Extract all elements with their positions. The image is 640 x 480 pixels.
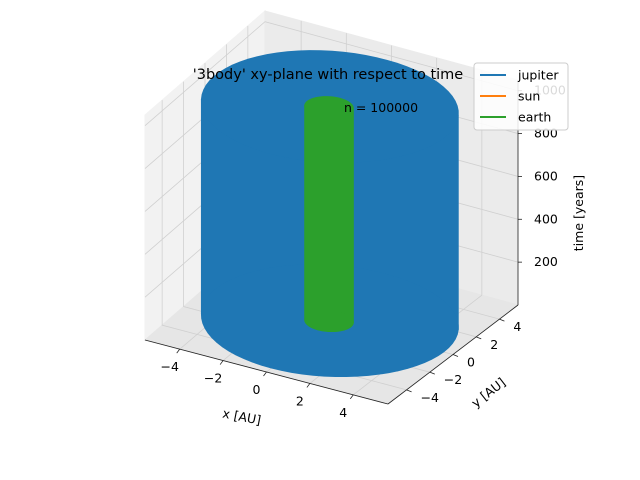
y-axis-label: y [AU] bbox=[468, 375, 508, 411]
y-tick-mark bbox=[499, 318, 505, 322]
y-tick-label: 0 bbox=[467, 355, 475, 370]
y-tick-label: 4 bbox=[513, 319, 521, 334]
y-tick-label: 2 bbox=[490, 337, 498, 352]
z-tick-label: 600 bbox=[534, 168, 558, 183]
series-earth-top bbox=[304, 96, 354, 118]
y-tick-mark bbox=[476, 336, 482, 340]
x-tick-mark bbox=[176, 348, 181, 354]
legend: jupiter sun earth bbox=[473, 62, 569, 131]
legend-label-jupiter: jupiter bbox=[517, 68, 559, 83]
x-tick-label: 2 bbox=[296, 393, 304, 408]
z-tick-label: 400 bbox=[534, 211, 558, 226]
annotation-n: n = 100000 bbox=[344, 100, 418, 115]
x-tick-label: −2 bbox=[204, 371, 222, 386]
y-tick-mark bbox=[452, 354, 459, 357]
z-tick-label: 200 bbox=[534, 254, 558, 269]
x-axis-label: x [AU] bbox=[221, 406, 262, 428]
z-axis-label: time [years] bbox=[571, 175, 586, 251]
series-earth bbox=[304, 96, 354, 333]
x-tick-label: 4 bbox=[339, 405, 347, 420]
chart-title: '3body' xy-plane with respect to time bbox=[193, 67, 464, 83]
y-tick-label: −4 bbox=[421, 390, 439, 405]
x-tick-label: −4 bbox=[160, 359, 178, 374]
data-series-layer bbox=[200, 50, 459, 378]
x-tick-mark bbox=[263, 371, 267, 377]
x-tick-label: 0 bbox=[253, 382, 261, 397]
x-tick-mark bbox=[349, 394, 354, 400]
y-tick-label: −2 bbox=[444, 372, 462, 387]
legend-label-sun: sun bbox=[518, 89, 540, 104]
legend-frame bbox=[473, 62, 569, 131]
series-earth-bottom bbox=[304, 310, 354, 333]
grid-line-z bbox=[144, 21, 519, 127]
y-tick-mark bbox=[429, 371, 435, 375]
series-earth-body bbox=[304, 105, 354, 323]
x-tick-mark bbox=[306, 383, 311, 388]
y-tick-mark bbox=[406, 389, 412, 393]
x-tick-mark bbox=[219, 360, 224, 365]
legend-label-earth: earth bbox=[518, 110, 551, 125]
series-jupiter bbox=[200, 50, 459, 378]
